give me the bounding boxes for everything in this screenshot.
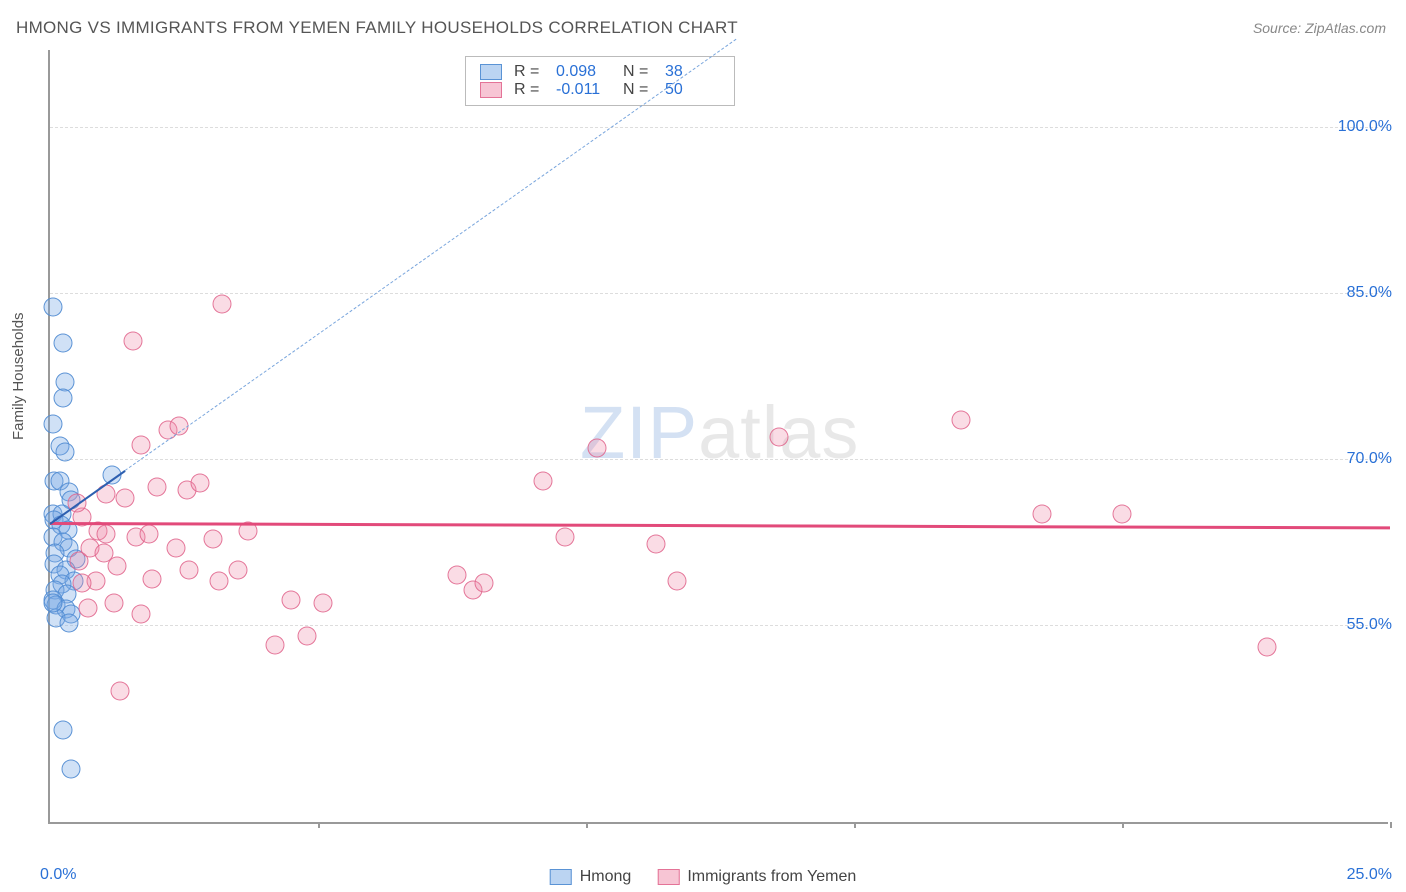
x-tick-mark <box>318 822 320 828</box>
data-point <box>54 334 73 353</box>
data-point <box>555 527 574 546</box>
data-point <box>1113 505 1132 524</box>
legend-r-label: R = <box>514 63 544 81</box>
gridline-h <box>50 293 1388 294</box>
x-tick-mark <box>1390 822 1392 828</box>
gridline-h <box>50 127 1388 128</box>
data-point <box>148 477 167 496</box>
data-point <box>475 573 494 592</box>
data-point <box>1032 505 1051 524</box>
data-point <box>952 411 971 430</box>
data-point <box>132 435 151 454</box>
data-point <box>1257 638 1276 657</box>
x-tick-mark <box>854 822 856 828</box>
gridline-h <box>50 625 1388 626</box>
data-point <box>209 571 228 590</box>
y-tick-label: 100.0% <box>1338 118 1392 136</box>
y-tick-label: 55.0% <box>1347 616 1392 634</box>
data-point <box>534 472 553 491</box>
data-point <box>228 560 247 579</box>
series-legend: Hmong Immigrants from Yemen <box>550 868 857 886</box>
source-label: Source: ZipAtlas.com <box>1253 20 1386 36</box>
data-point <box>124 331 143 350</box>
gridline-h <box>50 459 1388 460</box>
data-point <box>282 590 301 609</box>
data-point <box>140 525 159 544</box>
legend-r-value: -0.011 <box>556 81 611 99</box>
legend-item: Immigrants from Yemen <box>657 868 856 886</box>
legend-label: Immigrants from Yemen <box>687 868 856 886</box>
data-point <box>62 759 81 778</box>
data-point <box>166 538 185 557</box>
data-point <box>105 593 124 612</box>
data-point <box>212 295 231 314</box>
data-point <box>180 560 199 579</box>
data-point <box>43 593 62 612</box>
legend-n-value: 38 <box>665 63 720 81</box>
chart-title: HMONG VS IMMIGRANTS FROM YEMEN FAMILY HO… <box>16 18 738 38</box>
data-point <box>43 297 62 316</box>
legend-n-label: N = <box>623 81 653 99</box>
x-tick-max: 25.0% <box>1347 866 1392 884</box>
data-point <box>110 682 129 701</box>
data-point <box>298 627 317 646</box>
x-tick-mark <box>1122 822 1124 828</box>
legend-swatch <box>550 869 572 885</box>
data-point <box>142 569 161 588</box>
data-point <box>94 544 113 563</box>
legend-item: Hmong <box>550 868 632 886</box>
data-point <box>59 613 78 632</box>
data-point <box>314 593 333 612</box>
legend-n-label: N = <box>623 63 653 81</box>
data-point <box>73 573 92 592</box>
data-point <box>116 488 135 507</box>
y-tick-label: 70.0% <box>1347 450 1392 468</box>
legend-label: Hmong <box>580 868 632 886</box>
data-point <box>56 443 75 462</box>
legend-row: R = 0.098 N = 38 <box>480 63 720 81</box>
x-tick-mark <box>586 822 588 828</box>
y-axis-label: Family Households <box>10 312 27 440</box>
correlation-legend: R =0.098N =38R =-0.011N =50 <box>465 56 735 106</box>
plot-area: ZIPatlas R =0.098N =38R =-0.011N =50 <box>48 50 1388 824</box>
x-tick-min: 0.0% <box>40 866 76 884</box>
legend-swatch <box>480 82 502 98</box>
data-point <box>204 529 223 548</box>
data-point <box>646 535 665 554</box>
data-point <box>54 389 73 408</box>
legend-swatch <box>480 64 502 80</box>
watermark-zip: ZIP <box>580 391 698 474</box>
data-point <box>769 428 788 447</box>
data-point <box>587 439 606 458</box>
legend-swatch <box>657 869 679 885</box>
data-point <box>78 599 97 618</box>
data-point <box>54 721 73 740</box>
data-point <box>132 604 151 623</box>
data-point <box>97 525 116 544</box>
y-tick-label: 85.0% <box>1347 284 1392 302</box>
legend-r-value: 0.098 <box>556 63 611 81</box>
data-point <box>191 474 210 493</box>
regression-line <box>125 39 737 471</box>
watermark: ZIPatlas <box>580 390 859 475</box>
legend-row: R =-0.011N =50 <box>480 81 720 99</box>
data-point <box>668 571 687 590</box>
data-point <box>43 414 62 433</box>
data-point <box>266 635 285 654</box>
legend-r-label: R = <box>514 81 544 99</box>
data-point <box>448 566 467 585</box>
